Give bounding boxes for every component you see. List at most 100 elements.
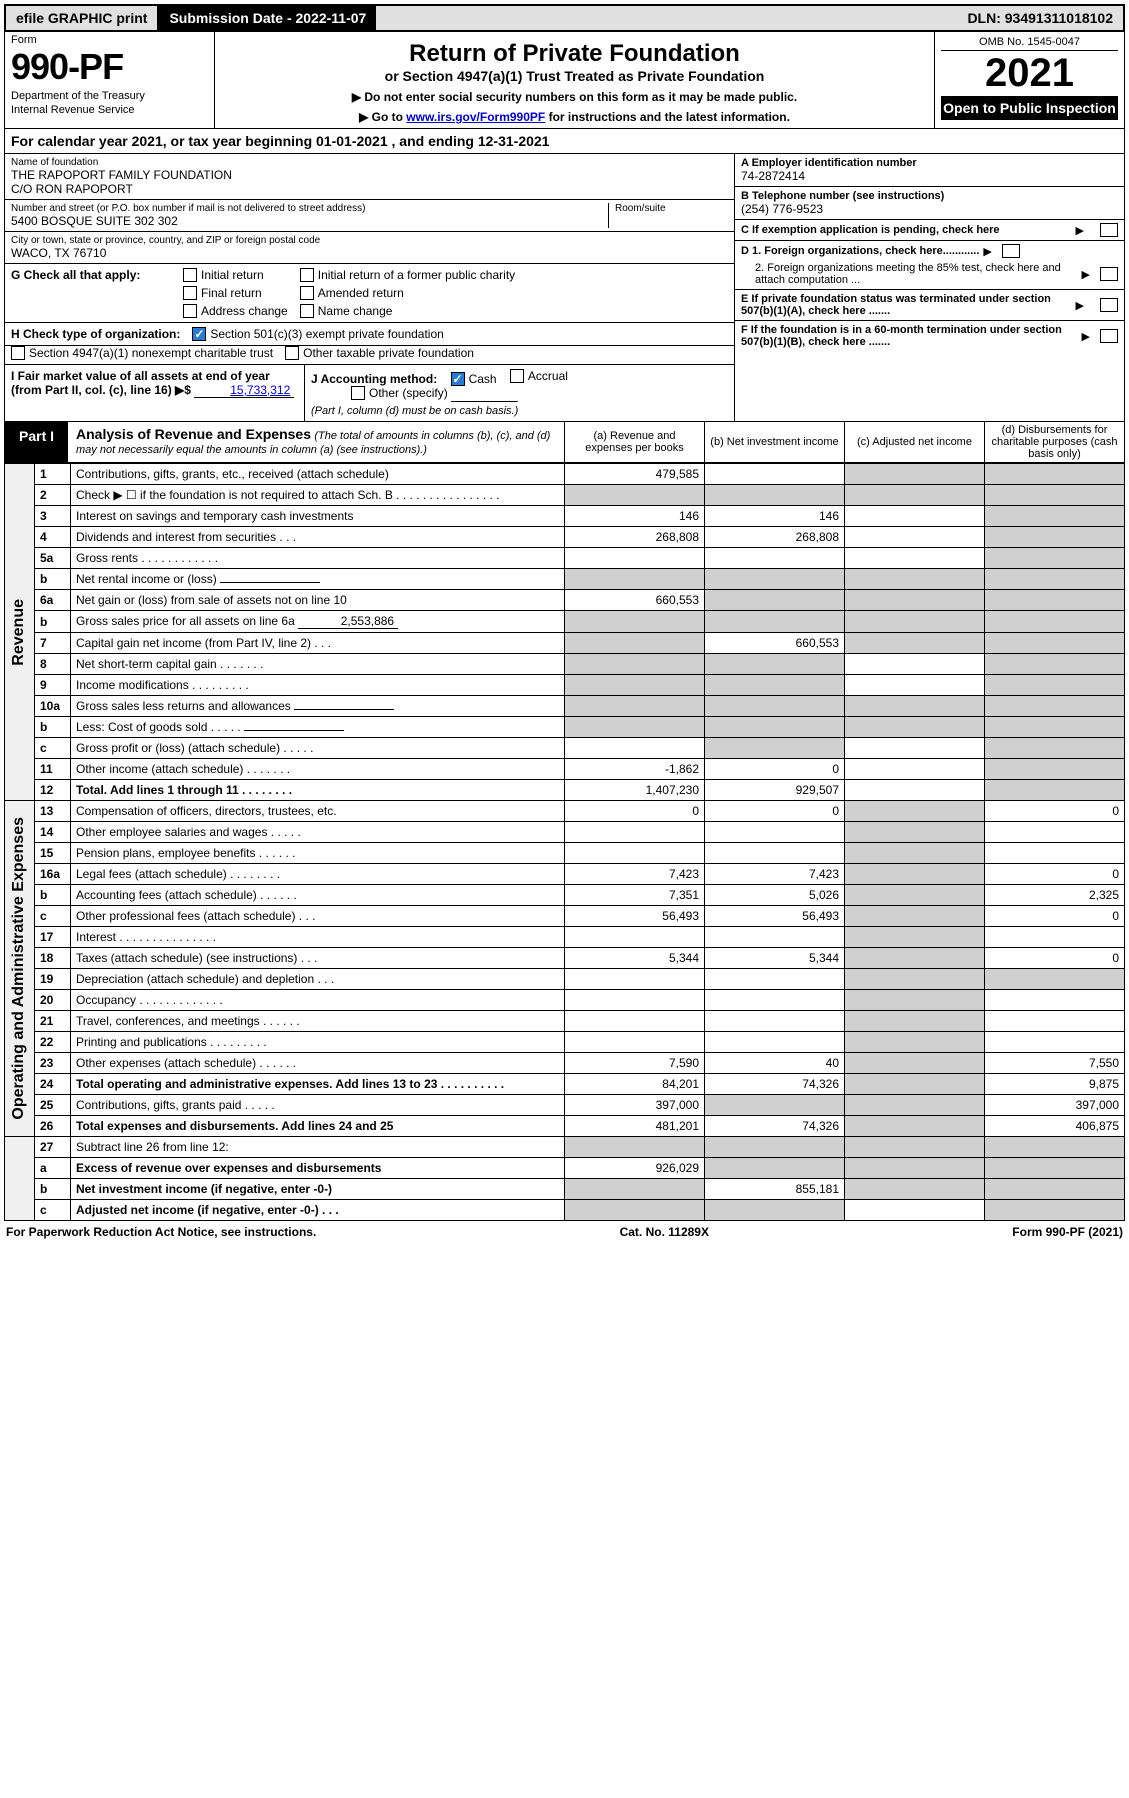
f-checkbox[interactable] [1100, 329, 1118, 343]
h-check-row: H Check type of organization: Section 50… [5, 323, 734, 346]
table-row: 25Contributions, gifts, grants paid . . … [5, 1095, 1125, 1116]
table-cell: 660,553 [565, 590, 705, 611]
table-cell [705, 548, 845, 569]
table-cell [845, 1095, 985, 1116]
instructions-link[interactable]: www.irs.gov/Form990PF [406, 110, 545, 124]
accrual-checkbox[interactable] [510, 369, 524, 383]
section-side-label [5, 1137, 35, 1221]
table-cell [845, 1011, 985, 1032]
table-cell: 5,026 [705, 885, 845, 906]
line-description: Taxes (attach schedule) (see instruction… [71, 948, 565, 969]
table-cell [985, 1137, 1125, 1158]
table-row: 20Occupancy . . . . . . . . . . . . . [5, 990, 1125, 1011]
arrow-icon: ▶ [1076, 299, 1084, 312]
catalog-number: Cat. No. 11289X [620, 1225, 709, 1239]
c-exemption-cell: C If exemption application is pending, c… [735, 220, 1124, 241]
line-number: 11 [35, 759, 71, 780]
city-cell: City or town, state or province, country… [5, 232, 734, 264]
line-description: Contributions, gifts, grants, etc., rece… [71, 464, 565, 485]
submission-date: Submission Date - 2022-11-07 [159, 6, 376, 30]
final-return-checkbox[interactable] [183, 286, 197, 300]
table-cell [985, 1032, 1125, 1053]
line-description: Occupancy . . . . . . . . . . . . . [71, 990, 565, 1011]
table-cell [845, 780, 985, 801]
4947a1-checkbox[interactable] [11, 346, 25, 360]
form-title-block: Return of Private Foundation or Section … [215, 32, 934, 128]
d1-checkbox[interactable] [1002, 244, 1020, 258]
phone-label: B Telephone number (see instructions) [741, 190, 1118, 202]
table-cell [705, 738, 845, 759]
table-cell [565, 1179, 705, 1200]
table-cell [845, 1200, 985, 1221]
efile-print-btn[interactable]: efile GRAPHIC print [6, 6, 159, 30]
name-change-checkbox[interactable] [300, 304, 314, 318]
table-cell [845, 801, 985, 822]
c-checkbox[interactable] [1100, 223, 1118, 237]
amended-return-checkbox[interactable] [300, 286, 314, 300]
line-description: Net short-term capital gain . . . . . . … [71, 654, 565, 675]
table-cell [565, 1011, 705, 1032]
line-number: 10a [35, 696, 71, 717]
line-description: Adjusted net income (if negative, enter … [71, 1200, 565, 1221]
501c3-checkbox[interactable] [192, 327, 206, 341]
page-footer: For Paperwork Reduction Act Notice, see … [4, 1221, 1125, 1243]
table-cell [565, 654, 705, 675]
table-row: 7Capital gain net income (from Part IV, … [5, 633, 1125, 654]
table-cell [705, 654, 845, 675]
table-cell [985, 1200, 1125, 1221]
table-cell [845, 885, 985, 906]
form-number: 990-PF [11, 46, 208, 88]
table-cell [985, 548, 1125, 569]
line-number: 26 [35, 1116, 71, 1137]
table-row: 3Interest on savings and temporary cash … [5, 506, 1125, 527]
table-cell [845, 1116, 985, 1137]
other-taxable-label: Other taxable private foundation [303, 346, 474, 360]
table-row: bNet rental income or (loss) [5, 569, 1125, 590]
table-cell: 0 [705, 759, 845, 780]
line-number: 8 [35, 654, 71, 675]
table-cell: 397,000 [565, 1095, 705, 1116]
line-number: b [35, 1179, 71, 1200]
address-change-checkbox[interactable] [183, 304, 197, 318]
other-method-checkbox[interactable] [351, 386, 365, 400]
line-number: 6a [35, 590, 71, 611]
other-taxable-checkbox[interactable] [285, 346, 299, 360]
fair-market-value[interactable]: 15,733,312 [194, 383, 294, 398]
line-description: Total. Add lines 1 through 11 . . . . . … [71, 780, 565, 801]
year-block: OMB No. 1545-0047 2021 Open to Public In… [934, 32, 1124, 128]
table-cell [565, 569, 705, 590]
line-number: 14 [35, 822, 71, 843]
initial-former-checkbox[interactable] [300, 268, 314, 282]
line-number: c [35, 906, 71, 927]
c-label: C If exemption application is pending, c… [741, 224, 1066, 236]
table-cell [845, 843, 985, 864]
initial-return-checkbox[interactable] [183, 268, 197, 282]
table-cell [565, 927, 705, 948]
table-cell [565, 1137, 705, 1158]
table-cell [705, 485, 845, 506]
table-row: bNet investment income (if negative, ent… [5, 1179, 1125, 1200]
table-cell: 406,875 [985, 1116, 1125, 1137]
501c3-label: Section 501(c)(3) exempt private foundat… [210, 327, 443, 341]
d2-checkbox[interactable] [1100, 267, 1118, 281]
table-cell [845, 927, 985, 948]
table-cell [845, 633, 985, 654]
cash-checkbox[interactable] [451, 372, 465, 386]
arrow-icon: ▶ [983, 245, 991, 258]
table-row: 9Income modifications . . . . . . . . . [5, 675, 1125, 696]
entity-right: A Employer identification number 74-2872… [734, 154, 1124, 421]
line-description: Other income (attach schedule) . . . . .… [71, 759, 565, 780]
table-cell [985, 527, 1125, 548]
table-cell [845, 464, 985, 485]
table-cell [985, 506, 1125, 527]
ein-label: A Employer identification number [741, 157, 1118, 169]
table-cell [845, 738, 985, 759]
e-checkbox[interactable] [1100, 298, 1118, 312]
line-description: Accounting fees (attach schedule) . . . … [71, 885, 565, 906]
table-cell [845, 675, 985, 696]
table-cell: 0 [985, 948, 1125, 969]
line-description: Gross sales price for all assets on line… [71, 611, 565, 633]
table-cell [705, 990, 845, 1011]
line-number: a [35, 1158, 71, 1179]
table-row: 17Interest . . . . . . . . . . . . . . . [5, 927, 1125, 948]
